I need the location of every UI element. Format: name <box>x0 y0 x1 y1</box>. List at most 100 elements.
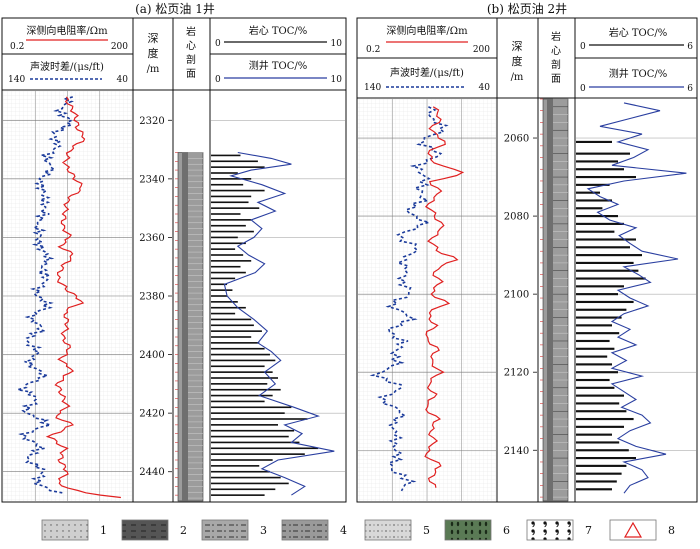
depth-tick-label: 2320 <box>139 116 164 127</box>
core-toc-bar <box>211 236 238 239</box>
lith-column <box>542 98 569 502</box>
core-toc-bar <box>211 248 236 250</box>
core-toc-bar <box>576 246 630 249</box>
core-toc-bar <box>211 482 289 485</box>
core-toc-bar <box>211 312 236 315</box>
panel-a-lith-h3: 剖 <box>186 53 196 66</box>
depth-tick-label: 2360 <box>139 233 164 244</box>
log-toc-curve <box>586 102 687 494</box>
depth-tick-label: 2380 <box>139 292 164 303</box>
panel-b-depth-h2: 度 <box>512 54 523 68</box>
legend-swatch-2 <box>121 519 169 541</box>
core-toc-bar <box>211 459 273 461</box>
panel-a-frame <box>1 17 347 503</box>
core-toc-bar <box>211 295 228 297</box>
legend-number-6: 6 <box>503 524 510 537</box>
panel-b-coretoc-max: 6 <box>687 42 693 52</box>
core-toc-bar <box>211 371 273 373</box>
panel-b-res-min: 0.2 <box>366 45 380 55</box>
core-toc-bar <box>576 363 612 366</box>
panel-b-title: (b) 松页油 2井 <box>487 2 567 16</box>
core-toc-bar <box>211 189 265 192</box>
panel-b: (b) 松页油 2井 深侧向电阻率/Ωm 0.2 200 声波时差/(μs/ft… <box>356 2 698 503</box>
core-toc-bar <box>576 230 615 233</box>
core-toc-bar <box>576 269 639 272</box>
core-toc-bar <box>211 242 246 245</box>
core-toc-bar <box>211 301 238 303</box>
legend-swatch-7 <box>526 519 574 541</box>
legend-number-1: 1 <box>100 524 107 537</box>
panel-a-toc-track <box>211 151 335 496</box>
panel-b-coretoc-label: 岩心 TOC/% <box>609 26 668 39</box>
panel-b-depth-h1: 深 <box>512 40 523 53</box>
depth-tick-label: 2400 <box>139 350 164 361</box>
panel-a-depth-h2: 度 <box>148 46 159 60</box>
core-toc-bar <box>576 355 608 358</box>
panel-b-lith-h2: 心 <box>551 45 561 57</box>
panel-a-coretoc-label: 岩心 TOC/% <box>249 24 308 37</box>
core-toc-bar <box>211 424 278 426</box>
core-toc-bar <box>576 394 624 397</box>
panel-a-depth-track: 2320 2340 2360 2380 2400 2420 2440 <box>139 116 172 478</box>
core-toc-bar <box>211 271 246 274</box>
legend-triangle-icon <box>623 521 643 538</box>
panel-a-coretoc-max: 10 <box>331 39 343 49</box>
core-toc-bar <box>211 388 281 391</box>
depth-tick-label: 2100 <box>504 290 529 301</box>
legend-swatch-6 <box>444 519 492 541</box>
core-toc-bar <box>211 283 228 286</box>
depth-tick-label: 2120 <box>504 368 529 379</box>
panel-a-curves <box>17 96 121 499</box>
core-toc-bar <box>576 207 603 210</box>
panel-a-res-max: 200 <box>111 42 128 52</box>
core-toc-bar <box>211 195 252 198</box>
legend-number-3: 3 <box>260 524 267 537</box>
core-toc-bar <box>211 476 281 479</box>
core-toc-bar <box>576 222 624 225</box>
core-toc-bar <box>211 277 236 280</box>
core-toc-bar <box>576 425 624 428</box>
legend-number-4: 4 <box>340 524 347 537</box>
core-toc-bar <box>211 465 260 467</box>
panel-a-logtoc-min: 0 <box>215 75 221 85</box>
core-toc-bar <box>211 183 244 186</box>
core-toc-bar <box>211 429 295 432</box>
panel-a-lith-h4: 面 <box>186 69 196 80</box>
core-toc-bar <box>576 410 627 413</box>
core-toc-bar <box>576 238 636 241</box>
core-toc-bar <box>211 342 260 344</box>
core-toc-bar <box>211 353 270 356</box>
sonic-curve <box>369 106 449 492</box>
panel-b-logtoc-min: 0 <box>580 84 586 94</box>
panel-a-coretoc-min: 0 <box>215 39 221 49</box>
log-toc-curve <box>223 151 335 496</box>
core-toc-bar <box>576 254 642 257</box>
core-toc-bar <box>576 441 620 444</box>
panel-b-frame <box>356 17 698 503</box>
panel-b-sonic-min: 140 <box>364 83 381 93</box>
core-toc-bar <box>211 347 265 350</box>
core-toc-bar <box>211 318 252 321</box>
core-toc-bar <box>576 199 612 202</box>
depth-tick-label: 2440 <box>139 467 164 478</box>
legend-swatch-3 <box>201 519 249 541</box>
core-toc-bar <box>211 336 252 338</box>
panel-b-coretoc-min: 0 <box>580 42 586 52</box>
core-toc-bar <box>576 183 610 186</box>
core-toc-bar <box>576 480 617 483</box>
core-toc-bar <box>211 201 249 204</box>
panel-a-lith-h2: 心 <box>186 40 196 52</box>
core-toc-bar <box>211 330 262 332</box>
legend-number-7: 7 <box>585 524 592 537</box>
panel-b-lith-h1: 岩 <box>551 30 561 43</box>
core-toc-bar <box>576 261 634 264</box>
core-toc-bar <box>211 435 289 438</box>
core-toc-bar <box>576 160 618 163</box>
panel-b-depth-track: 2060 2080 2100 2120 2140 <box>504 134 537 457</box>
core-toc-bar <box>211 230 254 233</box>
panel-b-res-max: 200 <box>473 45 490 55</box>
lith-core-strip <box>182 152 188 501</box>
core-toc-bar <box>576 339 610 343</box>
legend-swatch-4 <box>281 519 329 541</box>
